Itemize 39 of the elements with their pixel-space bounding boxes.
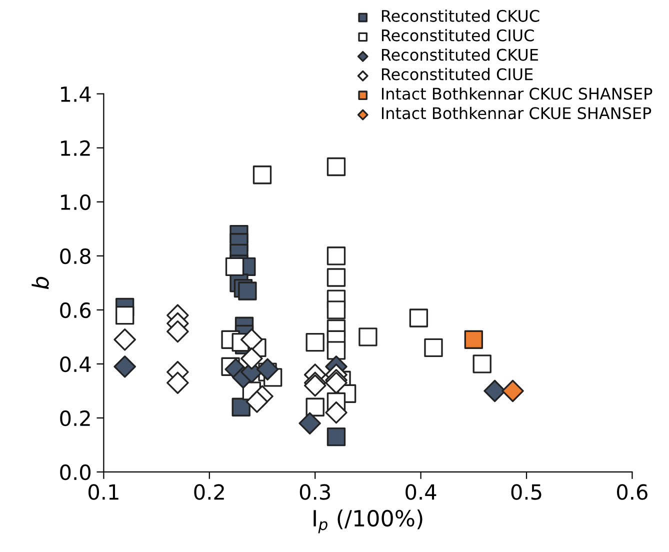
point: [166, 372, 189, 394]
legend-label: Intact Bothkennar CKUE SHANSEP: [382, 106, 652, 120]
x-tick-label: 0.4: [406, 484, 436, 500]
point: [298, 412, 321, 434]
point: [326, 428, 346, 446]
legend-label: Intact Bothkennar CKUC SHANSEP: [382, 87, 652, 100]
y-tick-label: 1.4: [61, 86, 91, 102]
point: [225, 257, 244, 276]
x-axis-title: I$_{p}$ (/100%): [314, 509, 422, 534]
legend-label: Reconstituted CIUC: [382, 29, 534, 42]
point: [464, 330, 483, 349]
point: [115, 306, 134, 325]
point: [484, 380, 506, 402]
y-tick-label: 0.0: [60, 464, 91, 480]
x-tick-label: 0.6: [617, 484, 648, 500]
legend-label: Reconstituted CKUC: [382, 10, 540, 22]
point: [240, 328, 263, 351]
y-tick-label: 0.2: [60, 410, 90, 426]
point: [114, 328, 136, 351]
point: [240, 347, 263, 370]
x-tick-label: 0.3: [300, 484, 330, 500]
point: [502, 380, 524, 402]
legend-label: Reconstituted CKUE: [382, 48, 538, 61]
point: [114, 355, 136, 378]
x-tick-label: 0.5: [511, 484, 542, 500]
y-tick-label: 0.4: [60, 356, 91, 372]
point: [246, 390, 268, 413]
y-tick-label: 0.8: [60, 248, 90, 264]
legend-label: Reconstituted CIUE: [382, 68, 533, 80]
y-axis-title: b: [32, 276, 49, 290]
point: [325, 401, 348, 424]
x-tick-label: 0.1: [88, 484, 118, 500]
point: [256, 358, 279, 380]
point: [166, 320, 189, 343]
y-tick-label: 1.2: [61, 140, 90, 156]
point: [238, 282, 257, 300]
y-tick-label: 0.6: [60, 302, 91, 318]
y-tick-label: 1.0: [61, 194, 91, 210]
x-tick-label: 0.2: [194, 484, 224, 500]
